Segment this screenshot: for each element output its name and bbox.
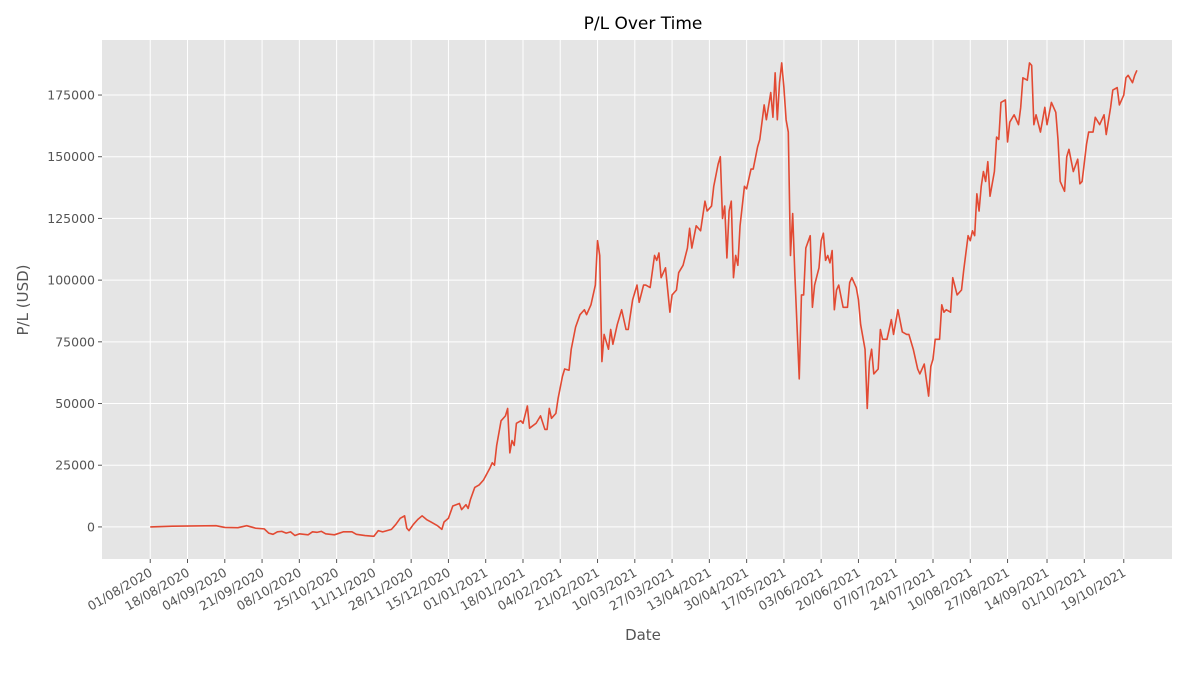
y-axis-label: P/L (USD): [14, 265, 32, 336]
y-tick-label: 50000: [55, 396, 95, 411]
y-tick-label: 25000: [55, 458, 95, 473]
plot-area: [102, 40, 1172, 559]
y-tick-label: 0: [87, 519, 95, 534]
marks: [150, 62, 1138, 538]
y-tick-label: 100000: [47, 273, 95, 288]
y-tick-label: 150000: [47, 149, 95, 164]
data-line: [150, 62, 1138, 538]
x-axis-label: Date: [625, 626, 661, 644]
chart-title: P/L Over Time: [584, 14, 703, 34]
y-tick-label: 125000: [47, 211, 95, 226]
grid: [102, 40, 1172, 559]
y-tick-label: 175000: [47, 88, 95, 103]
y-tick-label: 75000: [55, 334, 95, 349]
